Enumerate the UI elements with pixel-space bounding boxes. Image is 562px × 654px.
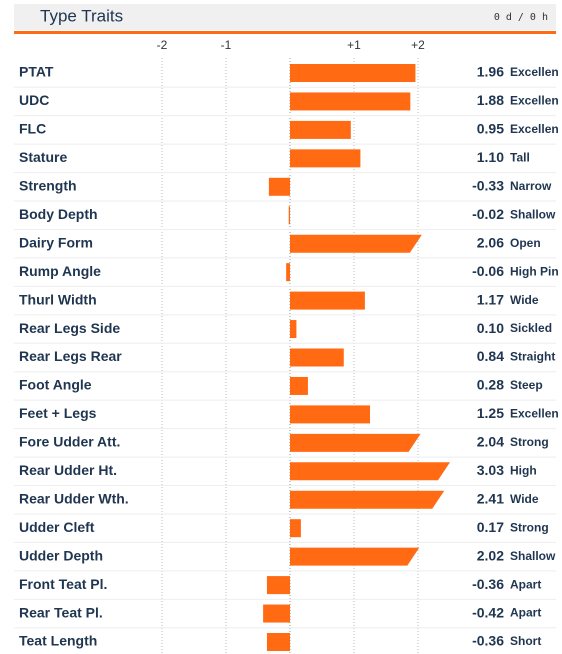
row-label: Teat Length: [19, 633, 97, 649]
value-label: -0.42: [472, 604, 504, 620]
x-tick-label: +1: [347, 38, 361, 52]
bar: [266, 576, 290, 595]
descriptor: Excellen: [510, 65, 559, 79]
x-tick-label: +2: [411, 38, 425, 52]
descriptor: Shallow: [510, 207, 556, 221]
bar: [290, 547, 420, 566]
row-label: Feet + Legs: [19, 405, 97, 421]
descriptor: Steep: [510, 378, 543, 392]
value-label: 0.84: [477, 348, 504, 364]
descriptor: High Pin: [510, 264, 559, 278]
descriptor: High: [510, 463, 537, 477]
row-label: Rear Udder Wth.: [19, 490, 129, 506]
bar: [290, 291, 365, 310]
value-label: -0.33: [472, 178, 504, 194]
row-label: Fore Udder Att.: [19, 434, 120, 450]
bar: [290, 376, 308, 395]
value-label: 0.95: [477, 121, 504, 137]
descriptor: Strong: [510, 435, 549, 449]
descriptor: Apart: [510, 577, 541, 591]
bar: [288, 206, 290, 225]
descriptor: Excellen: [510, 407, 559, 421]
descriptor: Strong: [510, 520, 549, 534]
row-label: Front Teat Pl.: [19, 576, 107, 592]
value-label: 0.10: [477, 320, 504, 336]
x-tick-label: -1: [221, 38, 232, 52]
row-label: Rear Udder Ht.: [19, 462, 117, 478]
value-label: -0.36: [472, 576, 504, 592]
bar: [290, 234, 422, 253]
value-label: 1.25: [477, 405, 504, 421]
value-label: 2.02: [477, 547, 504, 563]
value-label: 1.96: [477, 64, 504, 80]
value-label: 3.03: [477, 462, 504, 478]
bar: [268, 177, 290, 196]
bar: [290, 120, 351, 139]
row-label: Udder Depth: [19, 547, 103, 563]
descriptor: Excellen: [510, 122, 559, 136]
bar: [266, 633, 290, 651]
header-bg: [14, 4, 556, 30]
row-label: Rear Legs Rear: [19, 348, 122, 364]
bar: [290, 433, 421, 452]
descriptor: Narrow: [510, 179, 552, 193]
descriptor: Sickled: [510, 321, 552, 335]
bar: [290, 320, 297, 339]
descriptor: Wide: [510, 293, 539, 307]
bar: [290, 490, 445, 509]
value-label: 0.17: [477, 519, 504, 535]
row-label: Thurl Width: [19, 291, 97, 307]
header-status: 0 d / 0 h: [494, 12, 548, 23]
bar: [290, 405, 370, 424]
bar: [286, 263, 290, 282]
value-label: 1.10: [477, 149, 504, 165]
bar: [290, 462, 450, 481]
row-label: Stature: [19, 149, 67, 165]
descriptor: Tall: [510, 151, 530, 165]
header-rule: [14, 31, 556, 34]
bar: [290, 92, 411, 111]
value-label: 1.88: [477, 92, 504, 108]
row-label: Rear Teat Pl.: [19, 604, 103, 620]
value-label: 0.28: [477, 377, 504, 393]
row-label: Rear Legs Side: [19, 320, 120, 336]
descriptor: Apart: [510, 606, 541, 620]
bar: [290, 519, 301, 538]
descriptor: Wide: [510, 492, 539, 506]
row-label: FLC: [19, 121, 46, 137]
descriptor: Straight: [510, 350, 555, 364]
value-label: -0.36: [472, 633, 504, 649]
value-label: 2.04: [477, 434, 504, 450]
descriptor: Short: [510, 634, 541, 648]
row-label: Strength: [19, 178, 77, 194]
value-label: 1.17: [477, 291, 504, 307]
descriptor: Open: [510, 236, 541, 250]
chart-title: Type Traits: [40, 6, 123, 25]
row-label: Rump Angle: [19, 263, 101, 279]
bar: [263, 604, 290, 623]
row-label: Body Depth: [19, 206, 98, 222]
bar: [290, 348, 344, 367]
row-label: PTAT: [19, 64, 54, 80]
row-label: Dairy Form: [19, 234, 93, 250]
descriptor: Shallow: [510, 549, 556, 563]
value-label: 2.06: [477, 234, 504, 250]
value-label: -0.06: [472, 263, 504, 279]
bar: [290, 64, 416, 82]
value-label: 2.41: [477, 490, 504, 506]
row-label: Udder Cleft: [19, 519, 95, 535]
value-label: -0.02: [472, 206, 504, 222]
descriptor: Excellen: [510, 94, 559, 108]
row-label: UDC: [19, 92, 49, 108]
row-label: Foot Angle: [19, 377, 92, 393]
bar: [290, 149, 361, 168]
x-tick-label: -2: [157, 38, 168, 52]
